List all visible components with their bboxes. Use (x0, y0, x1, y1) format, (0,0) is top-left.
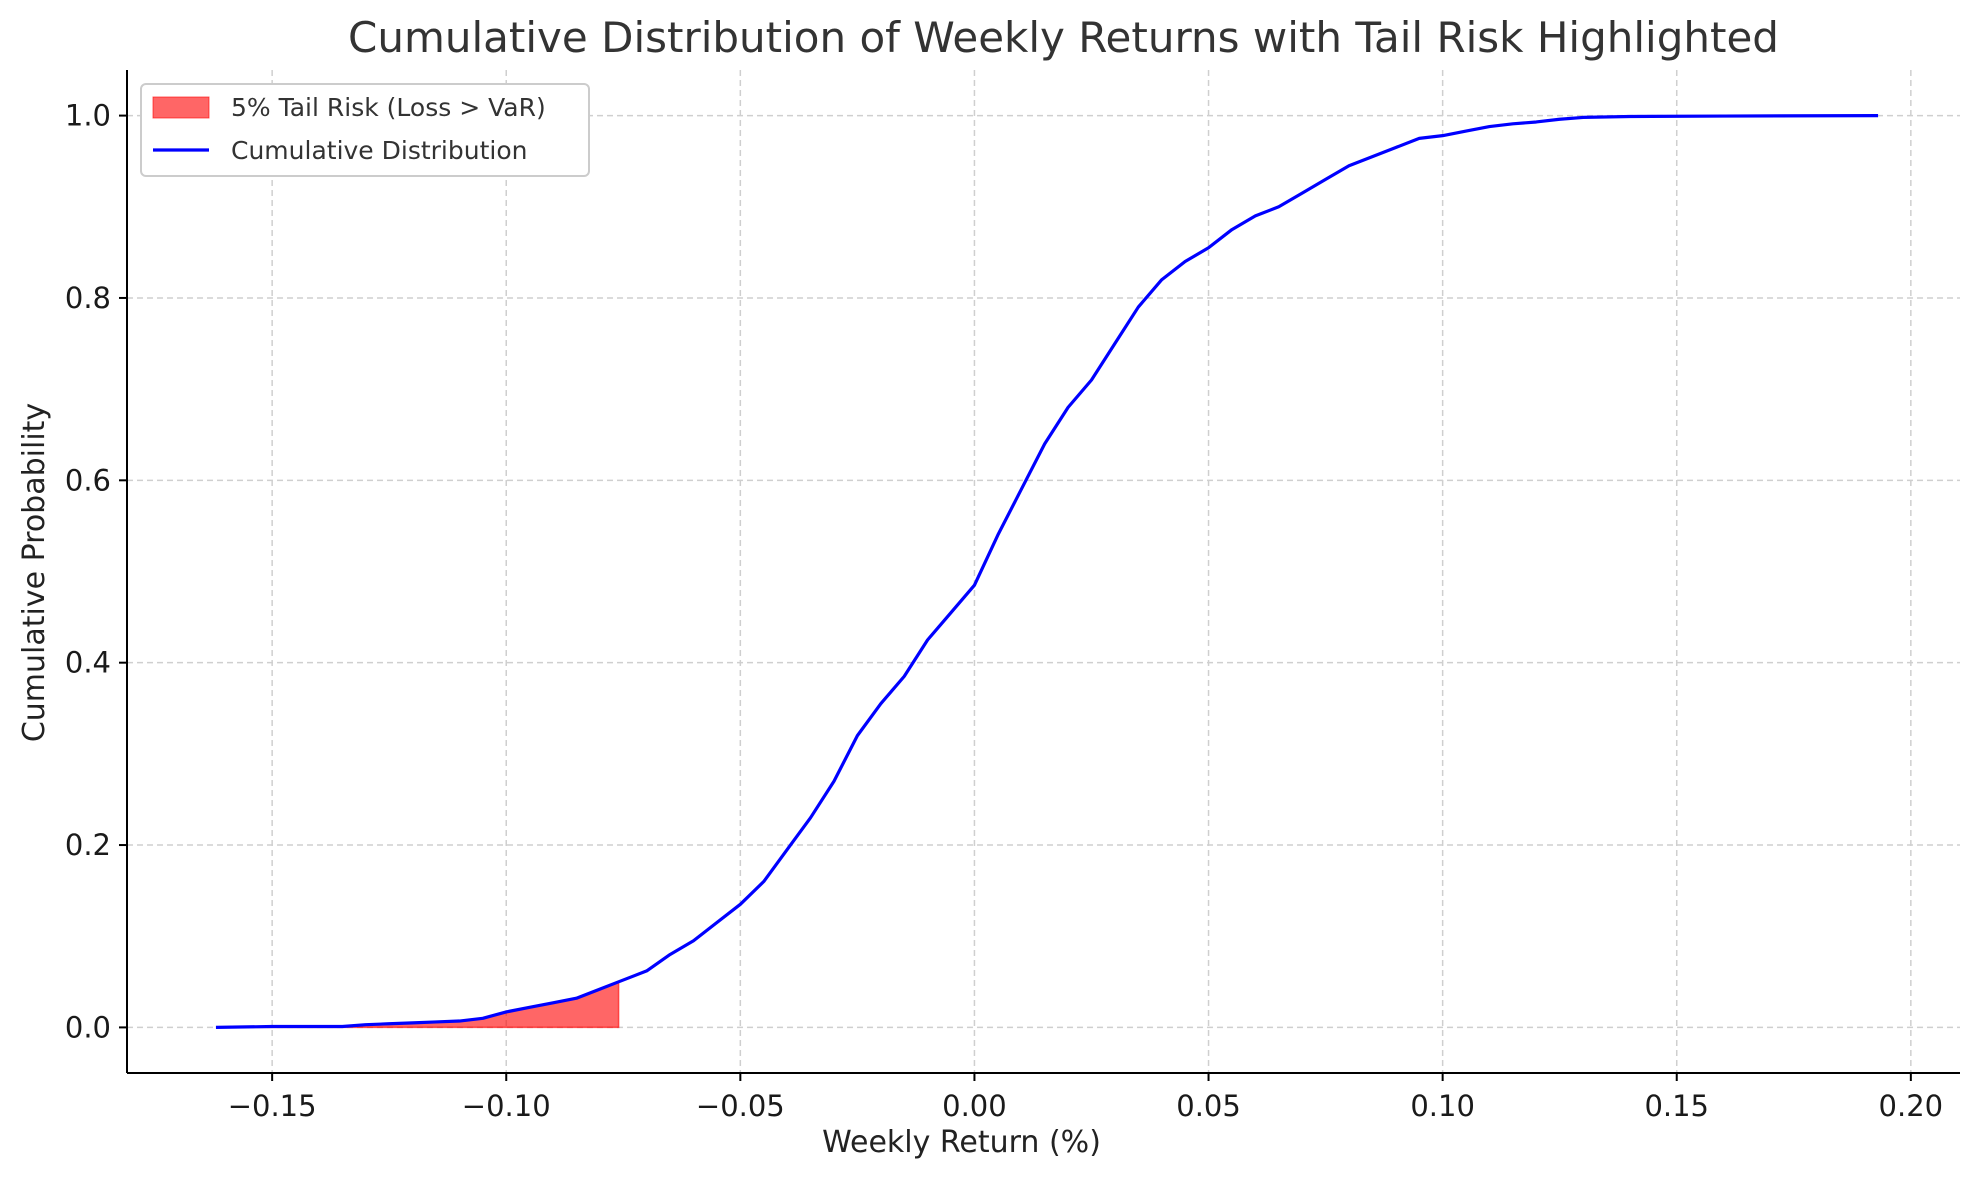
x-tick-label: −0.05 (696, 1089, 785, 1123)
y-tick-label: 0.2 (65, 828, 111, 862)
y-tick-label: 1.0 (65, 99, 111, 133)
legend: 5% Tail Risk (Loss > VaR) Cumulative Dis… (140, 83, 590, 177)
x-tick-label: 0.05 (1176, 1089, 1241, 1123)
tail-risk-area-layer (215, 980, 620, 1029)
y-tick-label: 0.4 (65, 646, 111, 680)
y-tick-label: 0.8 (65, 281, 111, 315)
y-axis-label: Cumulative Probability (17, 403, 52, 742)
x-tick-label: 0.20 (1879, 1089, 1944, 1123)
y-tick-label: 0.6 (65, 463, 111, 497)
x-tick-label: 0.15 (1644, 1089, 1709, 1123)
chart-title: Cumulative Distribution of Weekly Return… (348, 13, 1779, 62)
legend-label-cumulative-distribution: Cumulative Distribution (231, 136, 527, 165)
legend-swatch-tail-risk (152, 96, 210, 119)
legend-label-tail-risk: 5% Tail Risk (Loss > VaR) (231, 93, 546, 122)
legend-box (140, 83, 590, 177)
grid-lines (127, 70, 1960, 1073)
cumulative-distribution-line (215, 113, 1879, 1030)
x-tick-label: 0.00 (942, 1089, 1007, 1123)
x-tick-label: 0.10 (1410, 1089, 1475, 1123)
axes (126, 70, 1960, 1074)
tail-risk-area (215, 980, 620, 1029)
y-axis-ticks: 0.0 0.2 0.4 0.6 0.8 1.0 (65, 99, 127, 1044)
y-tick-label: 0.0 (65, 1010, 111, 1044)
series-line-layer (215, 113, 1879, 1030)
x-axis-label: Weekly Return (%) (822, 1125, 1101, 1160)
x-axis-ticks: −0.15 −0.10 −0.05 0.00 0.05 0.10 0.15 0.20 (228, 1073, 1943, 1123)
x-tick-label: −0.10 (462, 1089, 551, 1123)
x-tick-label: −0.15 (228, 1089, 317, 1123)
